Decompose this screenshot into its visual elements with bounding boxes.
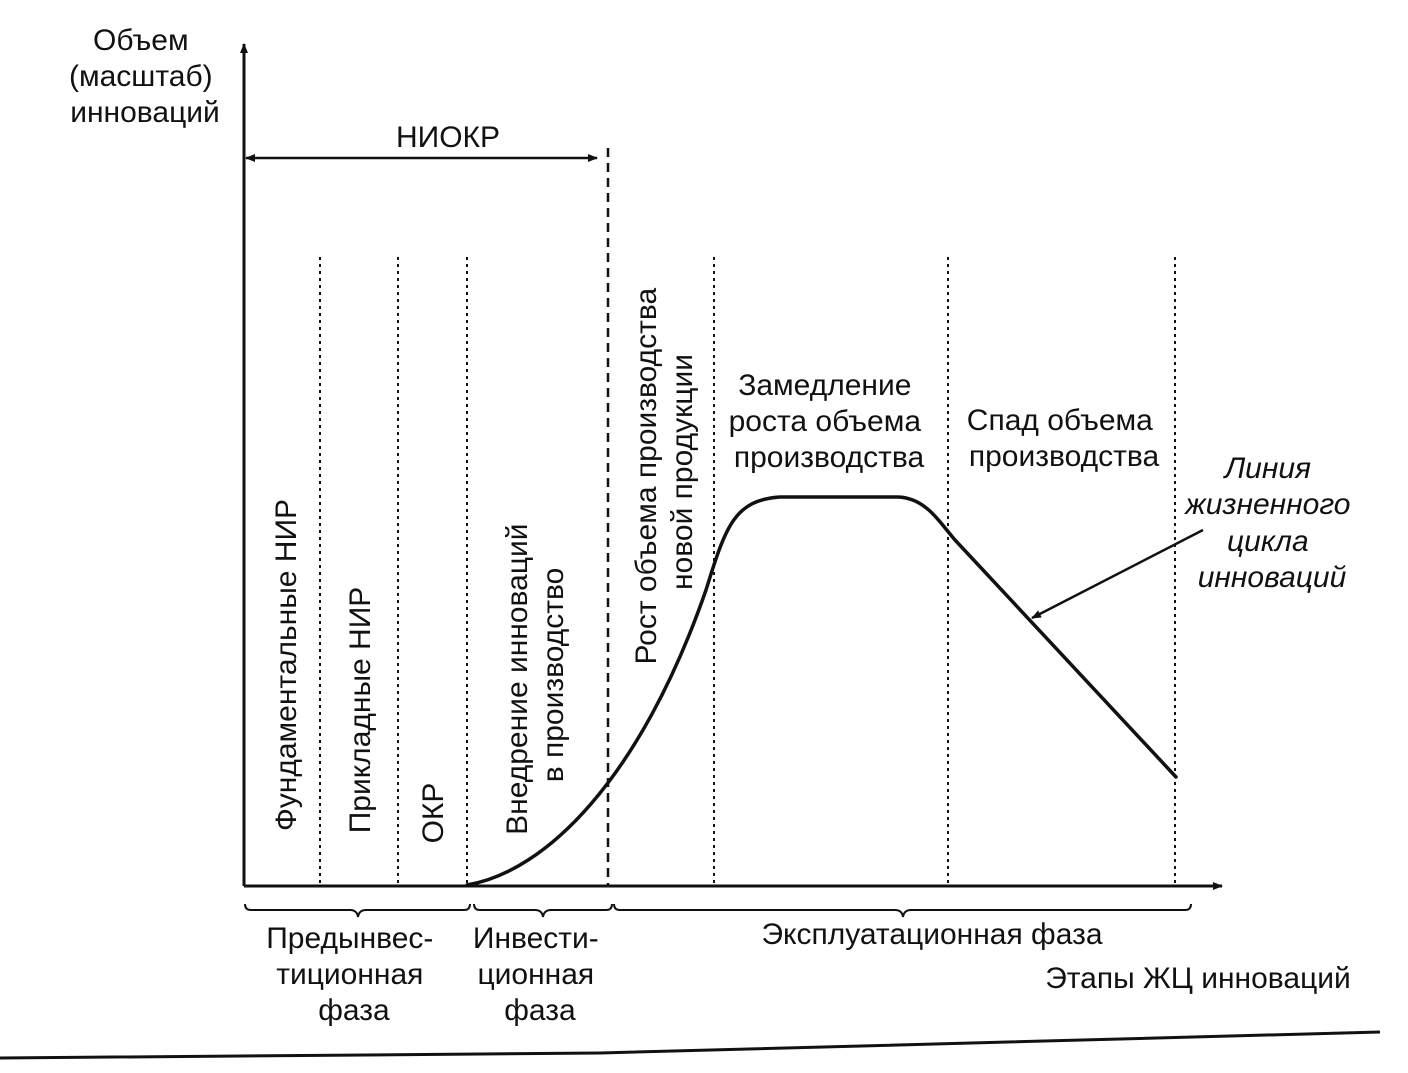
curve-annotation: Линия жизненного цикла инноваций — [1183, 452, 1359, 594]
x-axis-label: Этапы ЖЦ инноваций — [1045, 962, 1351, 995]
stage-label-applied-line: Прикладные НИР — [344, 587, 377, 834]
phase-label-preinvestment-line-2: тиционная — [276, 958, 423, 991]
niokr-label: НИОКР — [396, 121, 500, 154]
curve-annotation-line-2: жизненного — [1183, 488, 1350, 521]
curve-annotation-arrow — [1031, 528, 1204, 620]
stage-label-fundamental: Фундаментальные НИР — [270, 499, 303, 831]
curve-annotation-line-1: Линия — [1223, 452, 1311, 485]
stage-label-slowdown-line-1: Замедление — [738, 369, 911, 402]
curve-annotation-line-3: цикла — [1227, 525, 1309, 558]
y-axis-label-line-2: (масштаб) — [69, 60, 213, 93]
stage-label-slowdown: Замедление роста объема производства — [729, 369, 930, 474]
stage-label-growth-line-1: Рост объема производства — [630, 288, 663, 665]
stage-label-slowdown-line-2: роста объема — [729, 405, 922, 438]
phase-brace-operational — [613, 903, 1192, 918]
phase-label-investment: Инвести- ционная фаза — [473, 922, 607, 1027]
y-axis-label: Объем (масштаб) инноваций — [69, 24, 221, 129]
phase-label-operational: Эксплуатационная фаза — [761, 918, 1102, 951]
y-axis-label-line-1: Объем — [93, 24, 189, 57]
stage-label-applied: Прикладные НИР — [344, 587, 377, 834]
stage-label-fundamental-line: Фундаментальные НИР — [270, 499, 303, 831]
stage-label-decline: Спад объема производства — [967, 404, 1161, 473]
phase-label-preinvestment: Предынвес- тиционная фаза — [266, 922, 442, 1027]
stage-label-slowdown-line-3: производства — [734, 441, 925, 474]
stage-label-decline-line-1: Спад объема — [967, 404, 1153, 437]
stage-label-implementation-line-1: Внедрение инноваций — [501, 523, 534, 834]
stage-label-okr-line: ОКР — [417, 783, 450, 844]
phase-label-investment-line-1: Инвести- — [473, 922, 599, 955]
phase-label-investment-line-2: ционная — [477, 958, 594, 991]
lifecycle-curve — [465, 495, 1178, 887]
stage-label-growth: Рост объема производства новой продукции — [630, 279, 699, 664]
stage-label-okr: ОКР — [417, 783, 450, 844]
phase-label-investment-line-3: фаза — [504, 994, 576, 1027]
curve-annotation-line-4: инноваций — [1198, 561, 1347, 594]
stage-label-implementation: Внедрение инноваций в производство — [501, 515, 570, 835]
y-axis-label-line-3: инноваций — [70, 96, 220, 129]
phase-label-preinvestment-line-3: фаза — [318, 994, 390, 1027]
stage-label-implementation-line-2: в производство — [537, 568, 570, 783]
phase-label-preinvestment-line-1: Предынвес- — [266, 922, 433, 955]
stage-label-growth-line-2: новой продукции — [666, 354, 699, 590]
page-edge-line — [0, 1030, 1381, 1060]
stage-label-decline-line-2: производства — [969, 440, 1160, 473]
phase-label-operational-line-1: Эксплуатационная фаза — [761, 918, 1102, 951]
phase-brace-investment — [473, 903, 613, 918]
phase-brace-preinvestment — [244, 903, 471, 918]
